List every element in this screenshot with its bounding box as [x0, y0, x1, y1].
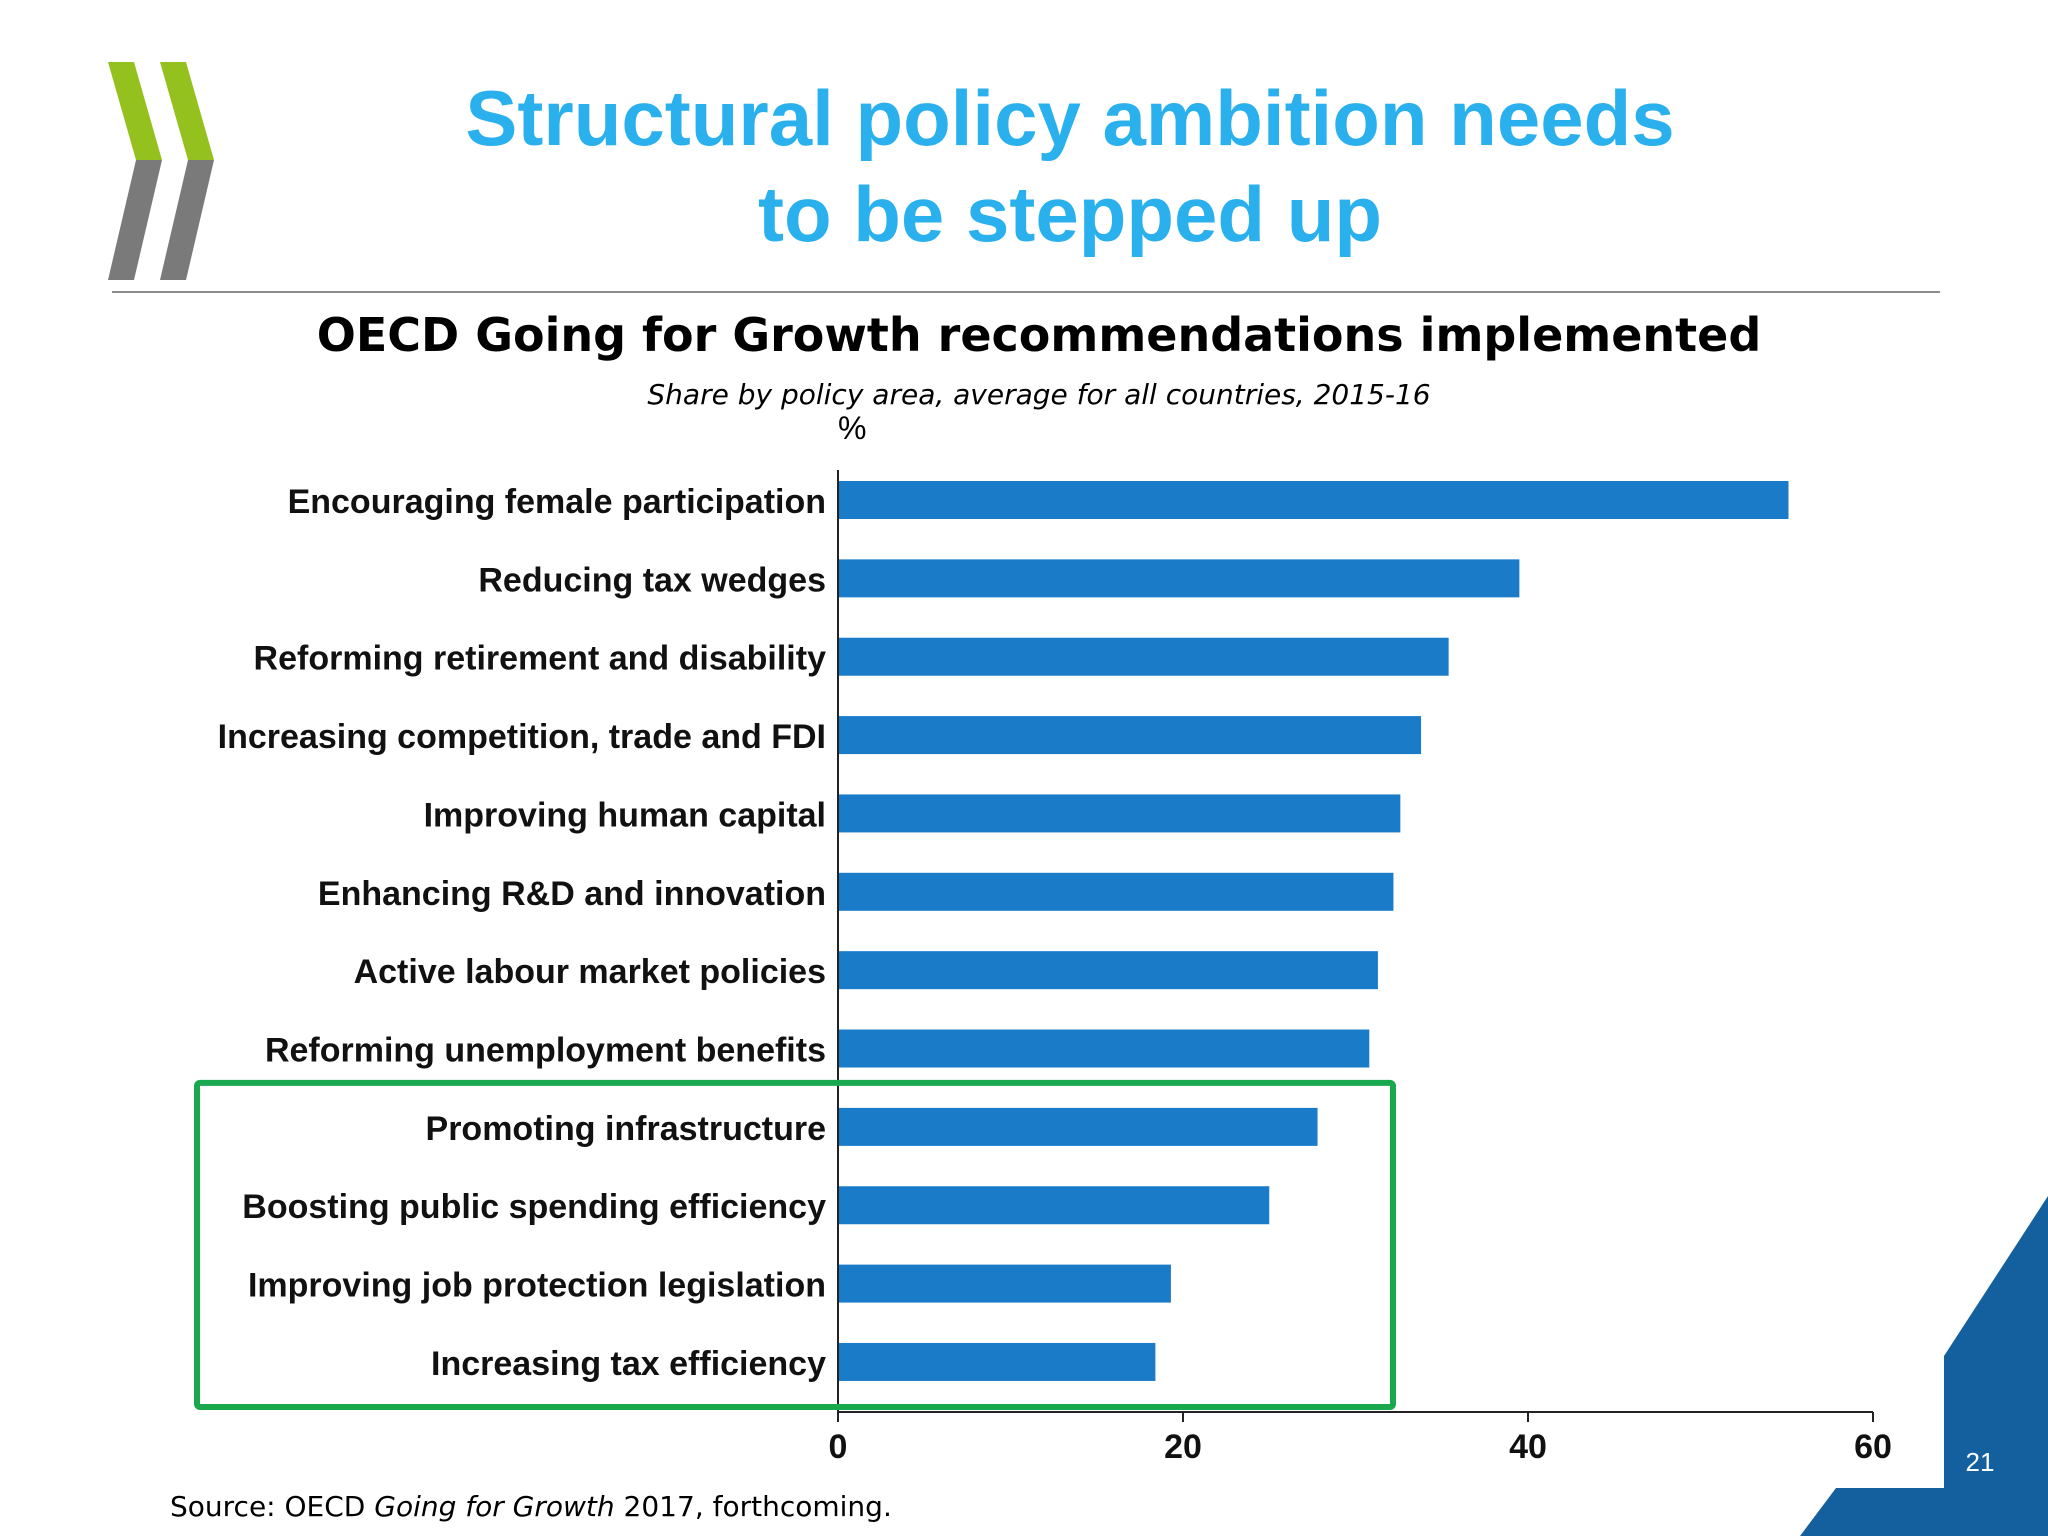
bar [838, 716, 1422, 755]
axis-unit-label: % [838, 410, 867, 446]
bar [838, 1107, 1318, 1146]
bar [838, 1029, 1370, 1068]
category-label: Encouraging female participation [288, 483, 826, 521]
slide-title-line2: to be stepped up [758, 170, 1382, 258]
bar [838, 637, 1449, 676]
bar [838, 872, 1394, 911]
category-label: Increasing tax efficiency [431, 1345, 826, 1383]
x-tick-label: 0 [829, 1428, 848, 1466]
oecd-logo [108, 62, 214, 280]
category-label: Promoting infrastructure [426, 1110, 826, 1148]
x-tick-label: 20 [1164, 1428, 1202, 1466]
category-label: Reducing tax wedges [478, 561, 826, 599]
category-label: Enhancing R&D and innovation [318, 875, 826, 913]
chart-subtitle: Share by policy area, average for all co… [647, 378, 1431, 411]
x-tick-label: 40 [1509, 1428, 1547, 1466]
bar [838, 951, 1378, 990]
bar [838, 794, 1401, 833]
source-note: Source: OECD Going for Growth 2017, fort… [170, 1490, 892, 1523]
category-label: Active labour market policies [354, 953, 826, 991]
category-label: Increasing competition, trade and FDI [218, 718, 826, 756]
highlight-box [194, 1079, 1396, 1410]
page-number: 21 [1965, 1447, 1995, 1477]
bar [838, 559, 1520, 598]
title-divider [112, 291, 1940, 293]
source-publication: Going for Growth [374, 1490, 615, 1523]
bar [838, 1342, 1156, 1381]
chart-title: OECD Going for Growth recommendations im… [316, 308, 1762, 362]
bar [838, 1264, 1171, 1303]
bar [838, 1186, 1270, 1225]
source-suffix: 2017, forthcoming. [614, 1490, 892, 1523]
category-label: Reforming unemployment benefits [265, 1032, 826, 1070]
source-prefix: Source: OECD [170, 1490, 375, 1523]
category-label: Reforming retirement and disability [254, 640, 827, 678]
x-tick-label: 60 [1854, 1428, 1892, 1466]
slide-title-line1: Structural policy ambition needs [465, 74, 1675, 162]
bar [838, 481, 1789, 519]
category-label: Boosting public spending efficiency [242, 1188, 826, 1226]
category-label: Improving human capital [424, 796, 826, 834]
slide-title: Structural policy ambition needs to be s… [380, 70, 1760, 262]
category-label: Improving job protection legislation [248, 1267, 826, 1305]
